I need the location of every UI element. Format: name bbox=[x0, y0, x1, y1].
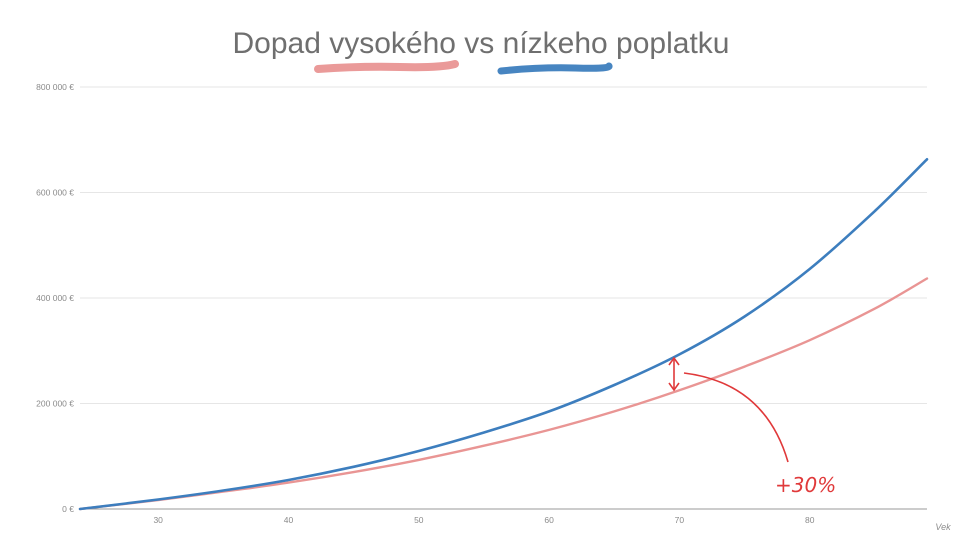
chart-title: Dopad vysokého vs nízkeho poplatku bbox=[233, 27, 730, 60]
y-tick-label: 800 000 € bbox=[36, 82, 74, 92]
x-tick-label: 30 bbox=[153, 515, 163, 525]
x-tick-label: 50 bbox=[414, 515, 424, 525]
y-axis-ticks: 0 € 200 000 € 400 000 € 600 000 € 800 000 € bbox=[36, 82, 74, 514]
y-tick-label: 600 000 € bbox=[36, 188, 74, 198]
y-tick-label: 0 € bbox=[62, 504, 74, 514]
x-tick-label: 60 bbox=[544, 515, 554, 525]
annotation-arrowhead-top bbox=[668, 356, 680, 366]
annotation-curve bbox=[683, 372, 789, 463]
series-line-low-fee bbox=[78, 158, 929, 511]
x-axis-title: Vek bbox=[935, 522, 951, 532]
x-tick-label: 80 bbox=[805, 515, 815, 525]
annotation-label: +30% bbox=[775, 473, 836, 497]
x-tick-label: 40 bbox=[284, 515, 294, 525]
annotation-arrowhead-bottom bbox=[668, 382, 680, 392]
annotation: +30% bbox=[668, 356, 836, 497]
legend-swatch-high-fee bbox=[314, 60, 459, 73]
series-layer bbox=[78, 158, 929, 511]
y-tick-label: 400 000 € bbox=[36, 293, 74, 303]
x-axis-ticks: 30 40 50 60 70 80 bbox=[153, 515, 814, 525]
grid-layer bbox=[80, 86, 927, 510]
legend bbox=[314, 60, 613, 75]
x-tick-label: 70 bbox=[675, 515, 685, 525]
y-tick-label: 200 000 € bbox=[36, 399, 74, 409]
legend-swatch-low-fee bbox=[497, 62, 613, 75]
